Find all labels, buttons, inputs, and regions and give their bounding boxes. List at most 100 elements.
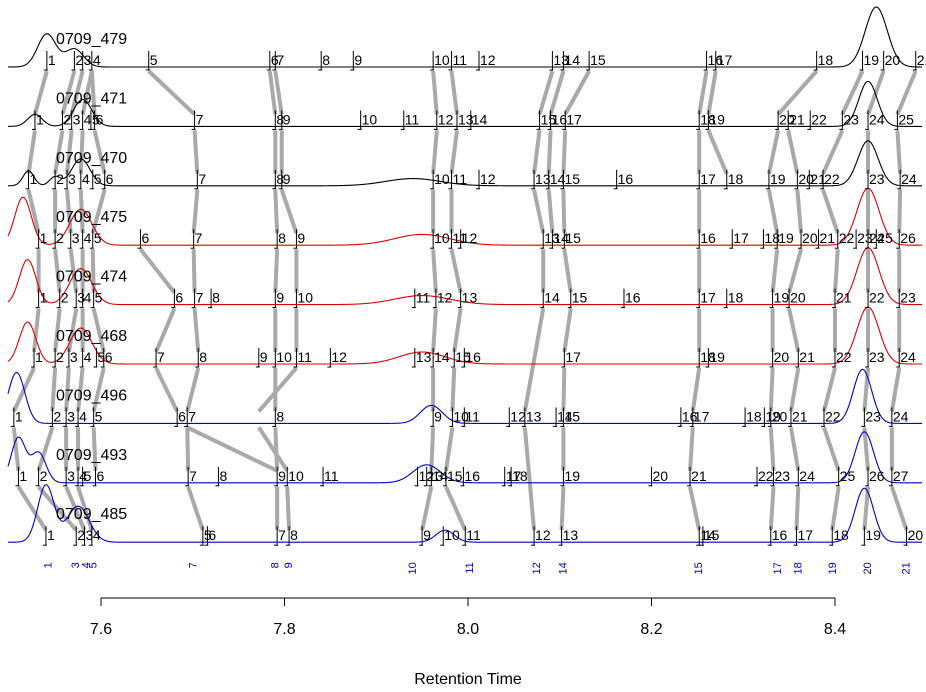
alignment-link [257, 426, 289, 472]
peak-label: 5 [84, 468, 92, 484]
peak-marker: 17 [561, 348, 581, 368]
peak-label: 23 [843, 111, 859, 127]
peak-label: 6 [105, 349, 113, 365]
peak-marker: 13 [549, 51, 569, 71]
peak-marker: 11 [400, 110, 420, 130]
peak-marker: 18 [742, 407, 762, 427]
peak-label: 18 [512, 468, 528, 484]
peak-label: 9 [278, 468, 286, 484]
peak-marker: 12 [457, 229, 477, 249]
alignment-link [186, 486, 205, 531]
peak-marker: 21 [795, 348, 815, 368]
alignment-link [561, 130, 568, 174]
peak-label: 12 [438, 111, 454, 127]
peak-label: 20 [908, 527, 924, 543]
alignment-link [822, 367, 837, 412]
peak-marker: 7 [153, 348, 165, 368]
reference-label: 17 [772, 562, 784, 574]
peak-label: 3 [67, 468, 75, 484]
peak-label: 24 [900, 349, 916, 365]
peak-marker: 14 [467, 110, 488, 130]
peak-label: 7 [188, 408, 196, 424]
peak-label: 6 [96, 468, 104, 484]
peak-marker: 23 [865, 169, 885, 190]
peak-label: 20 [790, 290, 806, 306]
peak-label: 18 [728, 171, 744, 187]
peak-marker: 7 [194, 169, 206, 190]
alignment-link [532, 189, 546, 234]
peak-label: 6 [271, 52, 279, 68]
alignment-link [897, 189, 903, 234]
alignment-link [65, 189, 73, 234]
alignment-link [449, 248, 463, 294]
peak-label: 2 [63, 111, 71, 127]
peak-label: 14 [550, 171, 566, 187]
peak-marker: 18 [723, 169, 744, 190]
peak-label: 8 [219, 468, 227, 484]
peak-marker: 14 [696, 526, 716, 546]
x-tick-label: 8.4 [824, 621, 846, 638]
peak-marker: 17 [501, 466, 521, 487]
alignment-link [185, 427, 191, 471]
peak-marker: 22 [865, 288, 885, 309]
peak-label: 15 [590, 52, 606, 68]
peak-marker: 24 [888, 407, 909, 427]
peak-label: 17 [565, 349, 581, 365]
peak-label: 19 [864, 52, 880, 68]
peak-label: 19 [765, 408, 781, 424]
reference-label: 4 [80, 562, 92, 568]
alignment-link [546, 189, 555, 234]
peak-marker: 15 [560, 407, 580, 427]
peak-label: 3 [68, 171, 76, 187]
sample-label: 0709_493 [56, 447, 127, 464]
peak-label: 1 [40, 230, 48, 246]
peak-label: 3 [73, 111, 81, 127]
peak-label: 22 [811, 111, 827, 127]
peak-marker: 1 [10, 407, 23, 427]
peak-label: 17 [797, 527, 813, 543]
peak-label: 9 [283, 171, 291, 187]
alignment-link [768, 367, 775, 412]
alignment-link [795, 189, 804, 234]
alignment-link [267, 70, 278, 115]
peak-label: 15 [541, 111, 557, 127]
alignment-link [257, 366, 298, 413]
peak-label: 27 [893, 468, 909, 484]
peak-marker: 8 [318, 51, 330, 71]
peak-label: 19 [865, 527, 881, 543]
peak-marker: 8 [272, 407, 284, 427]
x-tick-label: 7.6 [90, 621, 112, 638]
peak-marker: 24 [795, 466, 815, 487]
alignment-link [78, 130, 85, 174]
peak-marker: 12 [432, 288, 453, 309]
peak-label: 8 [276, 408, 284, 424]
alignment-link [273, 189, 280, 234]
peak-label: 23 [900, 290, 916, 306]
peak-marker: 15 [699, 526, 720, 546]
peak-marker: 15 [560, 169, 580, 190]
peak-marker: 9 [278, 110, 291, 130]
peak-label: 21 [836, 290, 852, 306]
peak-marker: 6 [92, 466, 104, 487]
peak-marker: 22 [807, 110, 827, 130]
peak-label: 23 [869, 349, 885, 365]
peak-marker: 17 [689, 407, 710, 427]
alignment-link [154, 307, 177, 353]
peak-label: 4 [93, 52, 101, 68]
peak-label: 1 [36, 111, 44, 127]
peak-marker: 14 [553, 407, 573, 427]
peak-marker: 25 [835, 466, 855, 487]
peak-label: 24 [901, 171, 917, 187]
peak-marker: 17 [712, 51, 733, 71]
peak-marker: 14 [428, 466, 448, 487]
alignment-link [69, 70, 85, 115]
alignment-link [192, 130, 200, 174]
alignment-link [279, 189, 299, 234]
peak-marker: 25 [894, 110, 914, 130]
peak-marker: 22 [754, 466, 774, 487]
peak-marker: 21 [832, 288, 852, 309]
alignment-link [690, 367, 702, 412]
peak-marker: 10 [272, 348, 292, 368]
alignment-link [895, 70, 918, 116]
peak-label: 10 [362, 111, 378, 127]
